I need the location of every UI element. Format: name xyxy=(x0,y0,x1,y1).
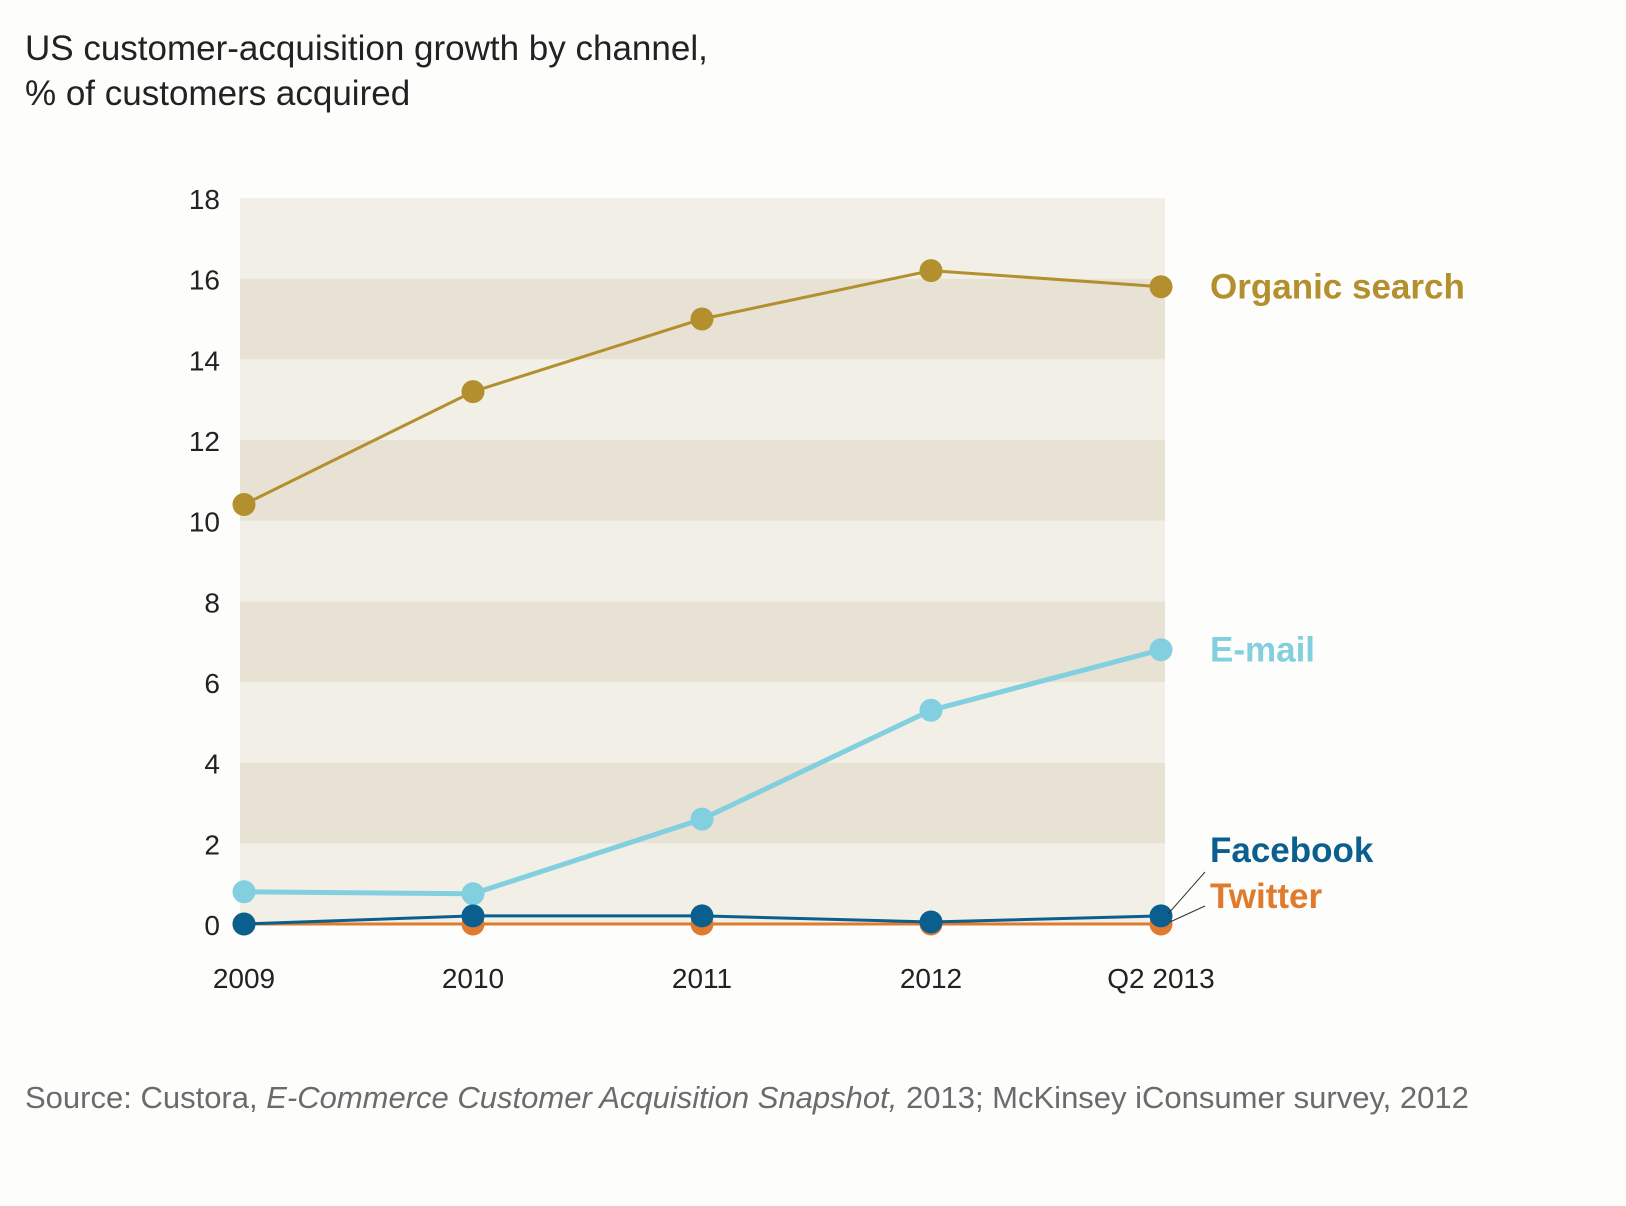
series-label: Organic search xyxy=(1210,268,1465,307)
data-point xyxy=(919,698,943,722)
y-tick-label: 16 xyxy=(189,265,220,296)
y-tick-label: 6 xyxy=(204,668,220,699)
series-label: E-mail xyxy=(1210,631,1315,670)
x-tick-label: 2012 xyxy=(900,963,962,994)
x-tick-label: 2011 xyxy=(672,963,732,994)
data-point xyxy=(919,259,943,283)
series-label: Twitter xyxy=(1210,877,1323,916)
data-point xyxy=(1149,904,1173,928)
data-point xyxy=(232,493,256,517)
leader-line-twitter xyxy=(1169,905,1206,923)
leader-line-facebook xyxy=(1167,871,1206,915)
data-point xyxy=(1149,638,1173,662)
grid-band xyxy=(240,601,1165,682)
series-label: Facebook xyxy=(1210,831,1374,870)
source-suffix: 2013; McKinsey iConsumer survey, 2012 xyxy=(897,1080,1469,1115)
x-tick-label: Q2 2013 xyxy=(1107,963,1214,994)
data-point xyxy=(1149,275,1173,299)
grid-band xyxy=(240,198,1165,279)
data-point xyxy=(690,807,714,831)
data-point xyxy=(690,307,714,331)
grid-band xyxy=(240,440,1165,521)
title-line-2: % of customers acquired xyxy=(25,74,411,113)
data-point xyxy=(461,904,485,928)
y-tick-label: 4 xyxy=(204,749,220,780)
y-tick-label: 10 xyxy=(189,507,220,538)
title-line-1: US customer-acquisition growth by channe… xyxy=(25,29,708,68)
y-tick-label: 0 xyxy=(204,910,220,941)
y-tick-label: 2 xyxy=(204,829,220,860)
data-point xyxy=(232,880,256,904)
data-point xyxy=(461,380,485,404)
grid-band xyxy=(240,359,1165,440)
data-point xyxy=(461,882,485,906)
grid-band xyxy=(240,682,1165,763)
grid-band xyxy=(240,762,1165,844)
y-tick-label: 14 xyxy=(189,345,220,376)
source-prefix: Source: Custora, xyxy=(25,1080,267,1115)
source-note: Source: Custora, E-Commerce Customer Acq… xyxy=(25,1077,1525,1118)
source-title: E-Commerce Customer Acquisition Snapshot… xyxy=(266,1080,898,1115)
x-tick-label: 2009 xyxy=(213,963,275,994)
x-tick-label: 2010 xyxy=(442,963,504,994)
y-tick-label: 12 xyxy=(189,426,220,457)
data-point xyxy=(919,910,943,934)
chart-title: US customer-acquisition growth by channe… xyxy=(25,26,708,116)
data-point xyxy=(690,904,714,928)
y-tick-label: 18 xyxy=(189,184,220,215)
grid-band xyxy=(240,520,1165,602)
y-tick-label: 8 xyxy=(204,587,220,618)
data-point xyxy=(232,912,256,936)
